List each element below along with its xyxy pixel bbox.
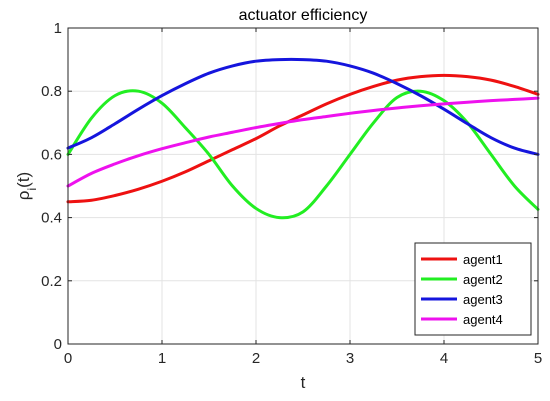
series-line-agent2 <box>66 89 540 220</box>
legend-label-agent4: agent4 <box>463 312 503 327</box>
y-tick-label: 1 <box>54 20 62 37</box>
legend-label-agent1: agent1 <box>463 252 503 267</box>
y-axis-label-main: ρ <box>14 191 33 201</box>
x-tick-label: 2 <box>252 350 260 367</box>
grid <box>67 27 539 345</box>
y-axis-label-tail: (t) <box>14 172 33 188</box>
y-tick-label: 0.4 <box>41 210 62 227</box>
legend-label-agent2: agent2 <box>463 272 503 287</box>
y-tick-label: 0.2 <box>41 273 62 290</box>
x-tick-label: 5 <box>534 350 542 367</box>
y-tick-label: 0.8 <box>41 83 62 100</box>
plot-frame <box>67 27 539 345</box>
series-line-agent1 <box>66 73 540 204</box>
series-group <box>66 57 540 220</box>
x-tick-label: 0 <box>64 350 72 367</box>
x-axis-label: t <box>301 373 306 392</box>
chart-title: actuator efficiency <box>239 7 368 24</box>
legend-label-agent3: agent3 <box>463 292 503 307</box>
series-line-agent3 <box>66 57 540 156</box>
x-tick-label: 4 <box>440 350 448 367</box>
y-tick-label: 0.6 <box>41 146 62 163</box>
x-tick-label: 3 <box>346 350 354 367</box>
y-axis-label: ρi(t) <box>14 172 39 200</box>
series-line-agent4 <box>66 96 540 188</box>
y-tick-label: 0 <box>54 336 62 353</box>
x-tick-label: 1 <box>158 350 166 367</box>
legend: agent1 agent2 agent3 agent4 <box>414 242 532 336</box>
y-axis-label-sub: i <box>25 188 39 191</box>
axis-ticks: 0 1 2 3 4 5 0 0.2 0.4 0.6 0.8 1 <box>41 20 542 367</box>
